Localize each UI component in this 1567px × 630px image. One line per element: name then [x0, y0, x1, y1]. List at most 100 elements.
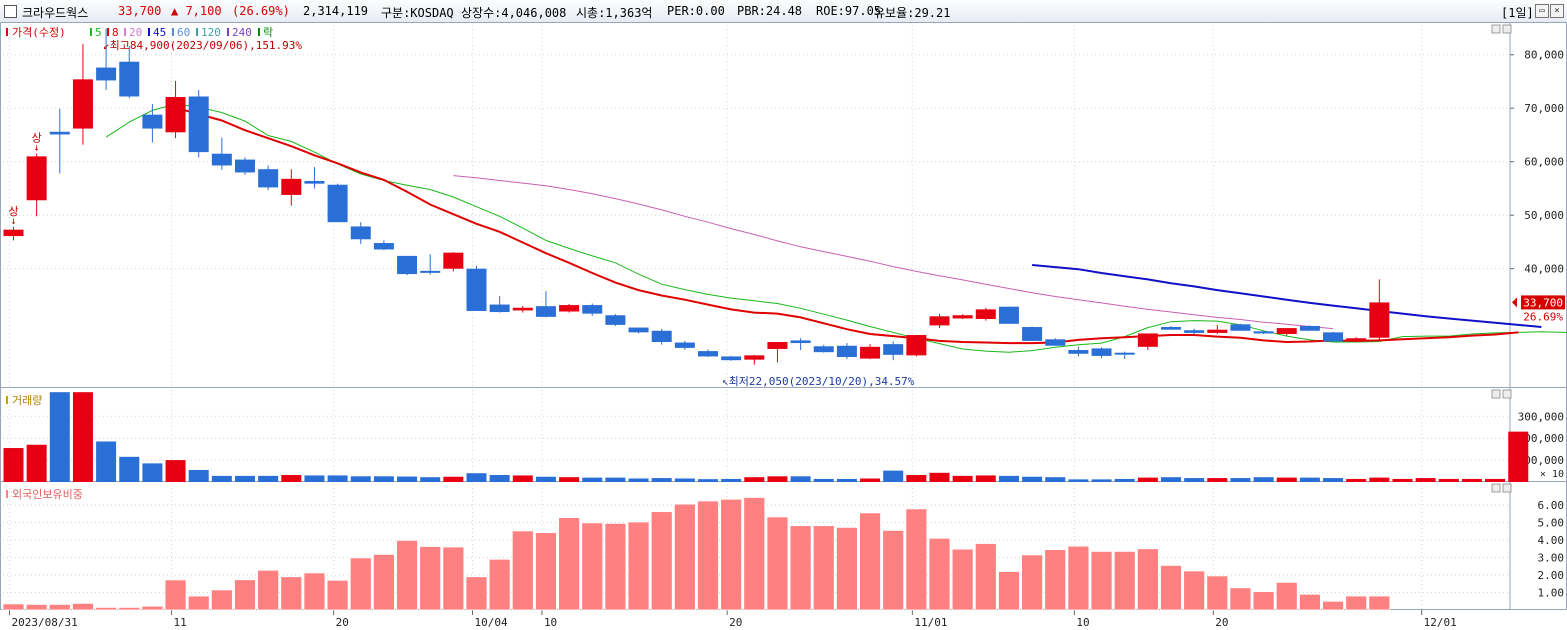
foreign-bar — [1299, 593, 1321, 611]
select-checkbox[interactable] — [4, 5, 17, 18]
legend-ma-marker — [90, 28, 92, 36]
candle-down — [1299, 325, 1320, 331]
last-price-arrow — [1512, 297, 1517, 308]
limit-up-arrow: ↓ — [10, 216, 16, 227]
low-annotation: ↖최저22,050(2023/10/20),34.57% — [722, 375, 915, 388]
stock-name: 크라우드웍스 — [22, 6, 89, 20]
candle-down — [1230, 324, 1251, 331]
foreign-bar — [535, 532, 557, 611]
foreign-bar — [141, 605, 164, 611]
foreign-bar — [974, 543, 997, 611]
price-pane-maximize-icon — [1502, 24, 1512, 34]
volume-bar — [975, 475, 996, 482]
volume-bar — [373, 476, 394, 482]
candle-up — [860, 346, 881, 359]
volume-bar — [535, 476, 556, 482]
price-pane-minimize-icon — [1491, 24, 1501, 34]
candle-down — [1068, 350, 1089, 354]
foreign-legend: 외국인보유비중 — [12, 488, 83, 501]
foreign-bar — [998, 571, 1020, 611]
foreign-bar — [257, 569, 280, 611]
candle-up — [165, 97, 186, 133]
foreign-bar — [1229, 587, 1252, 611]
foreign-legend-marker — [6, 490, 8, 498]
ma-120-line — [1032, 264, 1542, 328]
candle-up — [767, 341, 788, 349]
candle-down — [721, 356, 742, 361]
price-change: ▲ 7,100 — [171, 4, 222, 18]
maximize-icon[interactable]: ▭ — [1535, 4, 1549, 18]
legend-ma-marker — [172, 28, 174, 36]
candle-down — [1184, 330, 1205, 333]
legend-fall-marker — [258, 28, 260, 36]
last-pct-label: 26.69% — [1523, 310, 1563, 323]
volume-bar — [1207, 478, 1228, 482]
foreign-pane-maximize-icon — [1502, 483, 1512, 493]
volume-bar — [1022, 476, 1043, 482]
foreign-bar — [349, 557, 372, 611]
candle-up — [1207, 329, 1228, 333]
foreign-bar — [1021, 554, 1043, 611]
volume-bar — [1346, 478, 1367, 482]
foreign-bar — [673, 503, 696, 611]
price-tick-label: 50,000 — [1524, 209, 1564, 222]
candle-down — [373, 243, 394, 250]
volume-bar — [466, 473, 487, 482]
candle-up — [559, 305, 580, 312]
volume-bar — [489, 474, 510, 482]
foreign-tick-label: 3.00 — [1538, 552, 1565, 565]
foreign-bar — [419, 546, 442, 611]
reserve-ratio: 유보율:29.21 — [874, 6, 951, 20]
candle-up — [72, 79, 93, 129]
volume-unit-label: × 10 — [1540, 469, 1564, 480]
volume-bar — [512, 475, 533, 482]
foreign-bar — [1275, 581, 1298, 611]
stock-chart[interactable]: 80,000 70,000 60,000 50,000 40,000 2023/08/31… — [0, 22, 1567, 630]
volume-legend: 거래량 — [12, 394, 42, 407]
volume-bar — [49, 392, 70, 482]
date-label: 20 — [336, 616, 349, 629]
foreign-bar — [766, 516, 789, 611]
volume-bar — [929, 472, 950, 482]
foreign-bar — [558, 517, 580, 611]
volume-bar — [790, 476, 811, 482]
foreign-bar — [442, 546, 465, 611]
close-icon[interactable]: × — [1550, 4, 1564, 18]
volume-bar — [96, 441, 117, 482]
legend-ma-120: 120 — [201, 26, 221, 39]
volume-bar — [1091, 479, 1112, 482]
foreign-tick-label: 5.00 — [1538, 517, 1565, 530]
foreign-tick-label: 6.00 — [1538, 499, 1565, 512]
price-tick-label: 70,000 — [1524, 102, 1564, 115]
legend-ma-marker — [196, 28, 198, 36]
foreign-bar — [164, 579, 187, 611]
legend-ma-240: 240 — [232, 26, 252, 39]
foreign-bar — [1044, 549, 1067, 611]
foreign-bar — [1345, 595, 1368, 611]
period-selector[interactable]: [1일] — [1501, 6, 1534, 20]
foreign-bar — [882, 529, 905, 611]
candle-down — [582, 305, 603, 314]
date-label: 10 — [544, 616, 557, 629]
foreign-bar — [1136, 548, 1159, 611]
foreign-bar — [627, 521, 650, 611]
legend-ma-20: 20 — [129, 26, 142, 39]
legend-marker — [6, 28, 8, 36]
volume-bar — [906, 474, 927, 482]
foreign-bar — [210, 589, 233, 611]
foreign-tick-label: 1.00 — [1538, 587, 1565, 600]
ma-20-line — [175, 106, 1519, 345]
foreign-bar — [650, 511, 673, 611]
volume-bar — [1253, 477, 1274, 482]
volume-bar — [860, 478, 881, 482]
candle-up — [1276, 328, 1297, 334]
candle-down — [235, 159, 255, 173]
volume-bar — [698, 479, 718, 482]
volume-bar — [1508, 431, 1529, 482]
candle-down — [96, 67, 117, 81]
candle-down — [142, 114, 163, 129]
volume-tick-label: 200,000 — [1518, 432, 1564, 445]
candle-down — [211, 153, 232, 166]
volume-bar — [651, 478, 672, 482]
date-label: 11/01 — [914, 616, 947, 629]
